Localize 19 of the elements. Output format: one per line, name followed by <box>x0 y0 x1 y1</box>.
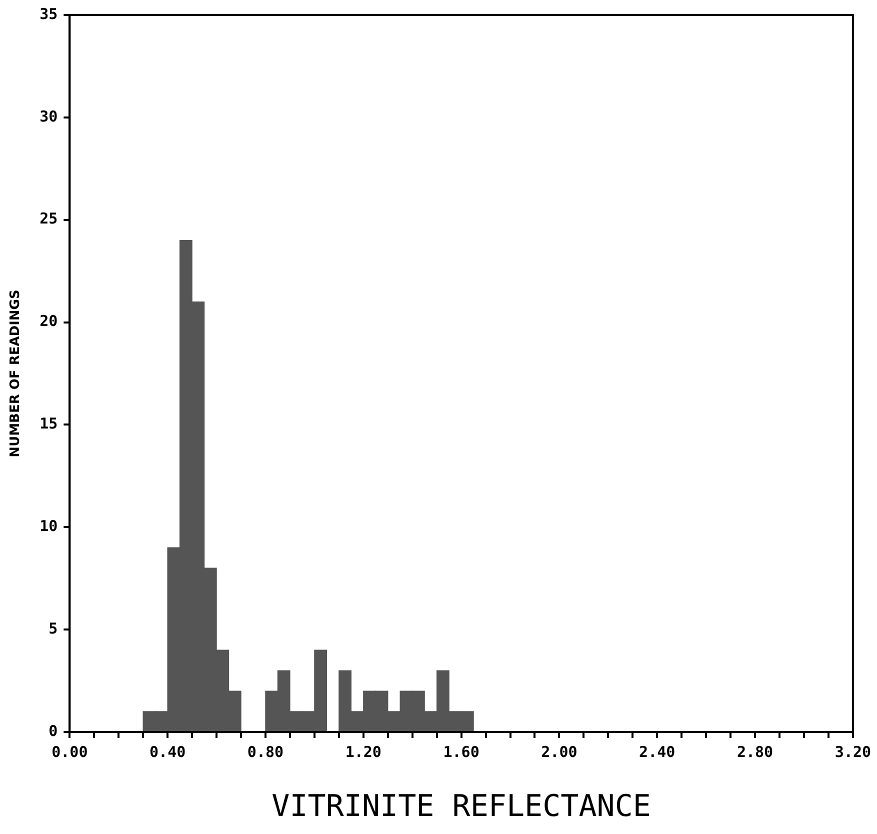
x-tick-label: 0.40 <box>150 742 186 761</box>
x-tick-label: 0.80 <box>247 742 284 761</box>
x-tick-label: 2.80 <box>736 742 774 761</box>
y-axis-title: NUMBER OF READINGS <box>8 290 24 458</box>
y-tick-label: 0 <box>48 722 58 740</box>
y-tick-label: 25 <box>40 210 58 228</box>
x-tick-label: 2.00 <box>541 742 578 761</box>
y-tick-label: 20 <box>40 312 58 330</box>
x-tick-label: 3.20 <box>834 742 871 761</box>
y-tick-label: 10 <box>40 517 58 536</box>
x-tick-label: 0.00 <box>52 742 88 761</box>
x-tick-label: 1.60 <box>443 742 480 761</box>
y-tick-label: 35 <box>40 4 58 23</box>
x-axis-title: VITRINITE REFLECTANCE <box>272 788 651 824</box>
x-tick-label: 1.20 <box>345 742 382 761</box>
y-tick-label: 30 <box>40 107 58 126</box>
y-tick-label: 15 <box>40 414 58 433</box>
x-tick-label: 2.40 <box>639 742 676 761</box>
y-tick-label: 5 <box>48 619 58 638</box>
